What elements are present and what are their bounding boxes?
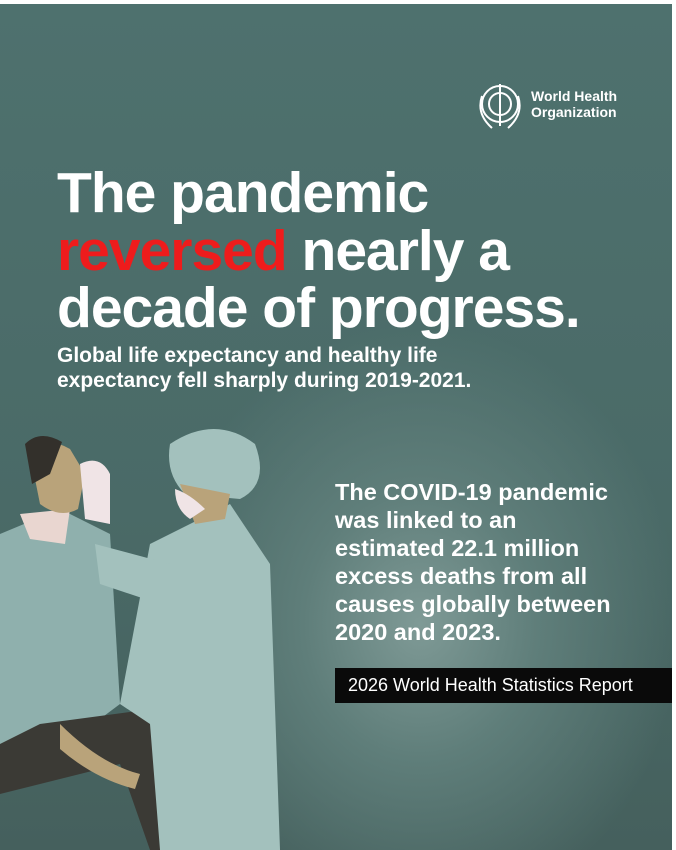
body-line: causes globally between (335, 591, 611, 617)
body-line: was linked to an (335, 507, 517, 533)
subtitle-line: Global life expectancy and healthy life (57, 344, 438, 367)
headline-highlight: reversed (57, 219, 288, 283)
who-emblem (479, 84, 521, 129)
headline-line: decade of progress. (57, 276, 581, 340)
report-label: 2026 World Health Statistics Report (335, 668, 672, 703)
headline-line: reversed nearly a (57, 219, 510, 283)
logo-line: World Health (531, 88, 618, 104)
poster: World Health Organization The pandemic r… (0, 4, 672, 850)
logo-text: World Health Organization (531, 88, 617, 120)
body-line: The COVID-19 pandemic (335, 479, 608, 505)
headline-text: nearly a (301, 219, 510, 283)
subtitle-line: expectancy fell sharply during 2019-2021… (57, 369, 472, 392)
body-line: estimated 22.1 million (335, 535, 580, 561)
illustration (0, 84, 521, 850)
body-line: 2020 and 2023. (335, 619, 501, 645)
body-line: excess deaths from all (335, 563, 588, 589)
health-worker (80, 429, 280, 850)
headline-line: The pandemic (57, 161, 429, 225)
logo-line: Organization (531, 104, 617, 120)
